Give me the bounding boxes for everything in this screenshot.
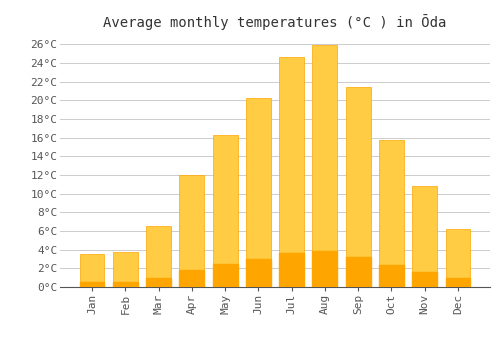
Title: Average monthly temperatures (°C ) in Ōda: Average monthly temperatures (°C ) in Ōd… [104,14,446,30]
Bar [446,278,470,287]
Bar [412,186,437,287]
Bar [180,270,204,287]
Bar [312,251,338,287]
Bar [212,135,238,287]
Bar [412,272,437,287]
Bar [379,140,404,287]
Bar [113,282,138,287]
Bar [246,98,271,287]
Bar [212,264,238,287]
Bar [146,226,171,287]
Bar [113,252,138,287]
Bar [446,229,470,287]
Bar [180,175,204,287]
Bar [279,57,304,287]
Bar [346,87,370,287]
Bar [346,257,370,287]
Bar [312,45,338,287]
Bar [80,254,104,287]
Bar [146,278,171,287]
Bar [246,259,271,287]
Bar [279,253,304,287]
Bar [80,282,104,287]
Bar [379,265,404,287]
